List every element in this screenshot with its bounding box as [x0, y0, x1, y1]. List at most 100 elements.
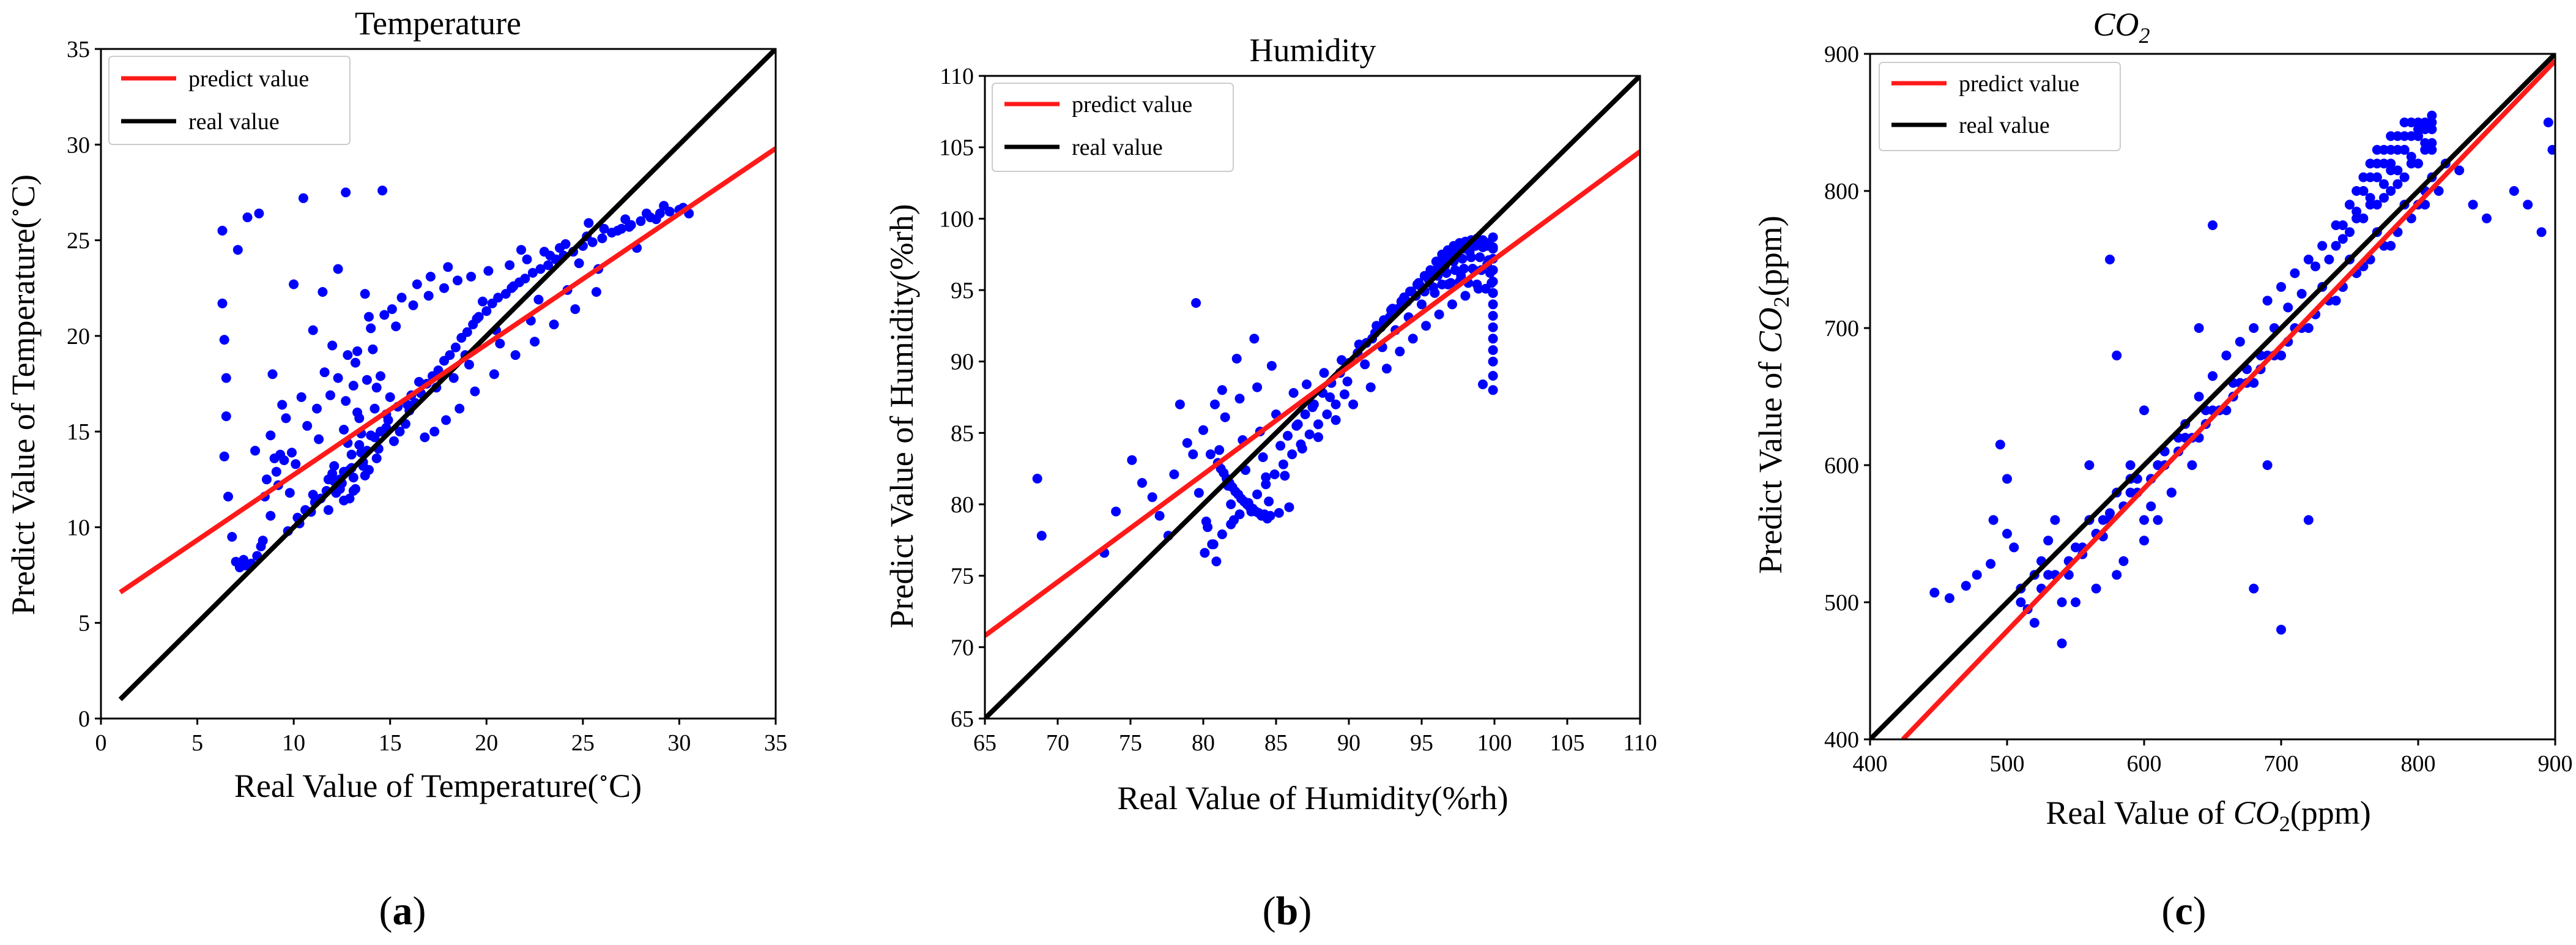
data-point	[354, 440, 365, 450]
data-point	[2547, 144, 2555, 155]
data-point	[329, 461, 340, 471]
data-point	[543, 260, 554, 271]
y-tick-label: 30	[67, 132, 90, 158]
data-point	[2433, 186, 2444, 196]
data-point	[1488, 345, 1498, 355]
data-point	[2249, 583, 2259, 594]
plot-frame	[100, 48, 777, 720]
data-point	[2420, 138, 2430, 148]
x-tick-label: 15	[379, 730, 402, 756]
data-point	[2420, 124, 2430, 135]
data-point	[1252, 382, 1263, 392]
data-point	[2386, 159, 2396, 169]
data-point	[1217, 529, 1227, 539]
data-point	[2139, 536, 2149, 546]
data-point	[2399, 131, 2410, 141]
data-point	[1296, 439, 1306, 449]
data-point	[371, 453, 382, 463]
y-tick-label: 85	[951, 420, 974, 446]
data-point	[2468, 200, 2478, 210]
y-axis-label: Predict Value of CO2(ppm)	[1752, 215, 1794, 573]
data-point	[1280, 471, 1290, 481]
data-point	[1342, 376, 1353, 387]
x-tick-label: 500	[1990, 751, 2025, 777]
data-point	[2379, 179, 2389, 189]
data-point	[2420, 118, 2430, 127]
data-point	[2084, 460, 2095, 470]
data-point	[343, 350, 353, 360]
legend: predict value real value	[108, 56, 351, 145]
data-point	[351, 484, 360, 494]
data-point	[2351, 186, 2362, 196]
data-point	[1169, 469, 1179, 479]
data-point	[2091, 583, 2101, 594]
data-point	[1488, 334, 1498, 344]
data-point	[1488, 385, 1498, 395]
data-point	[1198, 425, 1208, 435]
data-point	[1214, 445, 1225, 455]
data-point	[364, 465, 374, 475]
x-tick-label: 75	[1119, 730, 1142, 756]
data-point	[223, 491, 233, 502]
data-point	[443, 262, 453, 272]
data-point	[2372, 200, 2382, 210]
data-point	[314, 434, 324, 444]
data-point	[271, 466, 281, 477]
data-point	[1381, 364, 1392, 374]
data-point	[2399, 118, 2410, 127]
data-point	[1127, 455, 1137, 465]
data-point	[1205, 449, 1216, 460]
data-point	[1348, 399, 1359, 409]
data-point	[339, 495, 349, 506]
data-point	[2358, 172, 2369, 182]
data-points	[1929, 110, 2555, 649]
data-point	[379, 310, 390, 320]
data-point	[312, 403, 322, 414]
data-point	[2413, 124, 2423, 135]
data-point	[219, 451, 229, 461]
y-tick-label: 75	[951, 564, 974, 589]
data-point	[352, 346, 363, 356]
data-point	[516, 245, 526, 255]
data-point	[1319, 368, 1329, 378]
data-point	[570, 304, 581, 315]
data-point	[1428, 282, 1438, 293]
data-point	[239, 555, 249, 565]
data-point	[360, 289, 370, 299]
y-tick-label: 80	[951, 492, 974, 518]
x-tick-label: 85	[1264, 730, 1288, 756]
data-point	[1234, 394, 1245, 404]
data-point	[423, 291, 434, 301]
data-point	[1201, 517, 1211, 526]
data-point	[1111, 506, 1121, 517]
data-point	[2324, 255, 2334, 264]
data-point	[1450, 265, 1460, 275]
data-point	[620, 214, 631, 225]
legend: predict value real value	[992, 83, 1234, 172]
data-point	[254, 208, 264, 219]
data-point	[1269, 469, 1280, 479]
data-point	[376, 427, 385, 437]
data-point	[298, 193, 308, 203]
data-point	[232, 245, 243, 255]
data-point	[2406, 152, 2416, 162]
y-tick-label: 15	[67, 419, 90, 445]
panel-humidity: Humidity 65 70 75 80 85 90 95 100 105 110 65 70 75 8…	[883, 32, 1657, 933]
data-point	[341, 396, 351, 406]
data-point	[1188, 449, 1198, 460]
y-axis-label: Predict Value of Temperature(∘C)	[4, 174, 42, 615]
data-point	[2413, 131, 2423, 141]
legend-predict-label: predict value	[1072, 92, 1192, 118]
data-point	[1421, 321, 1431, 331]
data-point	[2331, 220, 2341, 230]
chart-title: CO2	[2093, 6, 2150, 48]
y-tick-label: 35	[67, 37, 90, 62]
x-tick-label: 5	[191, 730, 203, 756]
data-point	[217, 298, 228, 308]
x-tick-label: 800	[2401, 751, 2436, 777]
data-point	[425, 272, 436, 282]
y-tick-label: 20	[67, 324, 90, 349]
y-tick-label: 500	[1824, 590, 1859, 616]
data-point	[1475, 252, 1485, 263]
data-point	[2372, 172, 2382, 182]
